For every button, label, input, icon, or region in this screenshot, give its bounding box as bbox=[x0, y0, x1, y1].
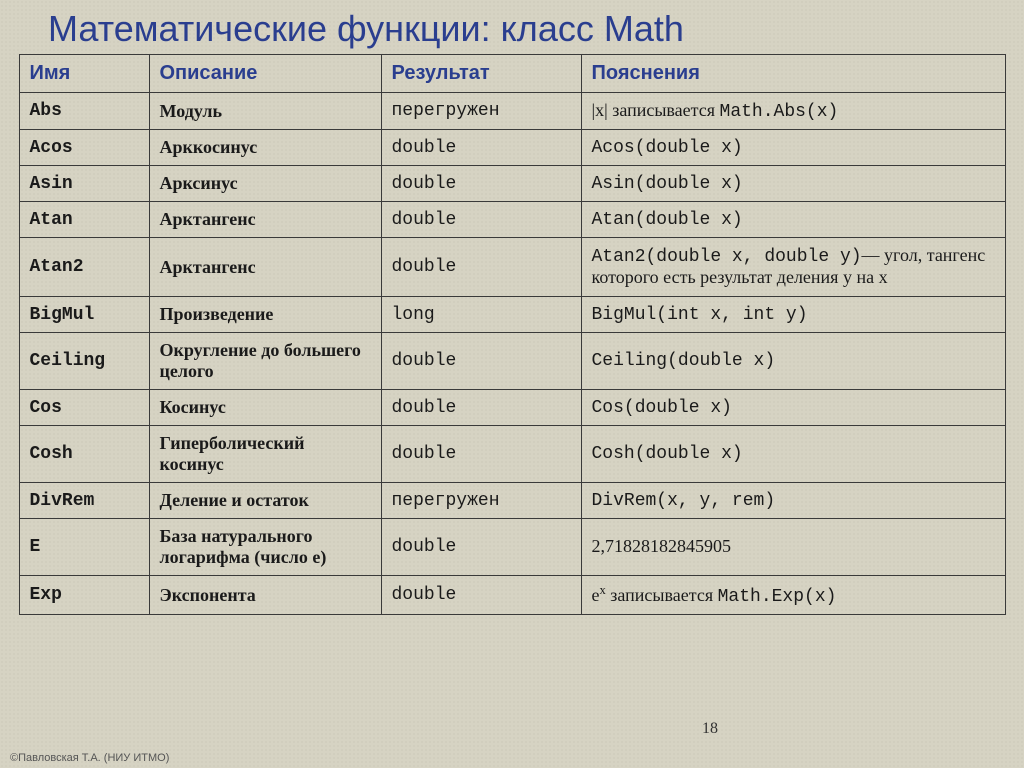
cell-result: long bbox=[381, 297, 581, 333]
cell-result: double bbox=[381, 519, 581, 576]
footer-copyright: ©Павловская Т.А. (НИУ ИТМО) bbox=[10, 752, 169, 764]
cell-desc: Арктангенс bbox=[149, 238, 381, 297]
header-result: Результат bbox=[381, 55, 581, 93]
cell-name: Cos bbox=[19, 390, 149, 426]
cell-note: BigMul(int x, int y) bbox=[581, 297, 1005, 333]
cell-name: Abs bbox=[19, 93, 149, 130]
table-row: Atan2АрктангенсdoubleAtan2(double x, dou… bbox=[19, 238, 1005, 297]
cell-note: Ceiling(double x) bbox=[581, 333, 1005, 390]
cell-name: Atan2 bbox=[19, 238, 149, 297]
table-row: AtanАрктангенсdoubleAtan(double x) bbox=[19, 202, 1005, 238]
cell-desc: Произведение bbox=[149, 297, 381, 333]
cell-note: Asin(double x) bbox=[581, 166, 1005, 202]
cell-note: |x| записывается Math.Abs(x) bbox=[581, 93, 1005, 130]
header-desc: Описание bbox=[149, 55, 381, 93]
cell-result: double bbox=[381, 426, 581, 483]
cell-note: Cos(double x) bbox=[581, 390, 1005, 426]
header-name: Имя bbox=[19, 55, 149, 93]
table-row: BigMulПроизведениеlongBigMul(int x, int … bbox=[19, 297, 1005, 333]
table-header-row: Имя Описание Результат Пояснения bbox=[19, 55, 1005, 93]
cell-result: перегружен bbox=[381, 93, 581, 130]
cell-desc: Модуль bbox=[149, 93, 381, 130]
cell-note: 2,71828182845905 bbox=[581, 519, 1005, 576]
table-row: AbsМодульперегружен|x| записывается Math… bbox=[19, 93, 1005, 130]
cell-name: Acos bbox=[19, 130, 149, 166]
cell-desc: Гиперболический косинус bbox=[149, 426, 381, 483]
header-note: Пояснения bbox=[581, 55, 1005, 93]
table-row: CosКосинусdoubleCos(double x) bbox=[19, 390, 1005, 426]
cell-note: ex записывается Math.Exp(x) bbox=[581, 576, 1005, 615]
cell-result: double bbox=[381, 202, 581, 238]
cell-desc: Арктангенс bbox=[149, 202, 381, 238]
table-row: AcosАрккосинусdoubleAcos(double x) bbox=[19, 130, 1005, 166]
cell-name: Asin bbox=[19, 166, 149, 202]
math-functions-table: Имя Описание Результат Пояснения AbsМоду… bbox=[19, 54, 1006, 615]
page-number: 18 bbox=[702, 720, 718, 738]
cell-desc: Косинус bbox=[149, 390, 381, 426]
table-row: ExpЭкспонентаdoubleex записывается Math.… bbox=[19, 576, 1005, 615]
cell-note: Acos(double x) bbox=[581, 130, 1005, 166]
cell-name: DivRem bbox=[19, 483, 149, 519]
cell-note: Cosh(double x) bbox=[581, 426, 1005, 483]
cell-name: Atan bbox=[19, 202, 149, 238]
table-row: DivRemДеление и остатокперегруженDivRem(… bbox=[19, 483, 1005, 519]
cell-desc: Деление и остаток bbox=[149, 483, 381, 519]
cell-name: BigMul bbox=[19, 297, 149, 333]
cell-result: double bbox=[381, 130, 581, 166]
table-row: CoshГиперболический косинусdoubleCosh(do… bbox=[19, 426, 1005, 483]
cell-name: Ceiling bbox=[19, 333, 149, 390]
cell-name: E bbox=[19, 519, 149, 576]
cell-note: DivRem(x, y, rem) bbox=[581, 483, 1005, 519]
cell-note: Atan2(double x, double y)— угол, тангенс… bbox=[581, 238, 1005, 297]
cell-result: double bbox=[381, 390, 581, 426]
cell-result: double bbox=[381, 333, 581, 390]
cell-desc: Экспонента bbox=[149, 576, 381, 615]
cell-desc: Арккосинус bbox=[149, 130, 381, 166]
cell-desc: Округление до большего целого bbox=[149, 333, 381, 390]
cell-result: перегружен bbox=[381, 483, 581, 519]
cell-result: double bbox=[381, 238, 581, 297]
table-row: CeilingОкругление до большего целогоdoub… bbox=[19, 333, 1005, 390]
cell-name: Cosh bbox=[19, 426, 149, 483]
cell-desc: База натурального логарифма (число e) bbox=[149, 519, 381, 576]
cell-desc: Арксинус bbox=[149, 166, 381, 202]
page-title: Математические функции: класс Math bbox=[0, 0, 1024, 54]
cell-result: double bbox=[381, 166, 581, 202]
cell-result: double bbox=[381, 576, 581, 615]
table-row: EБаза натурального логарифма (число e)do… bbox=[19, 519, 1005, 576]
table-row: AsinАрксинусdoubleAsin(double x) bbox=[19, 166, 1005, 202]
cell-note: Atan(double x) bbox=[581, 202, 1005, 238]
cell-name: Exp bbox=[19, 576, 149, 615]
